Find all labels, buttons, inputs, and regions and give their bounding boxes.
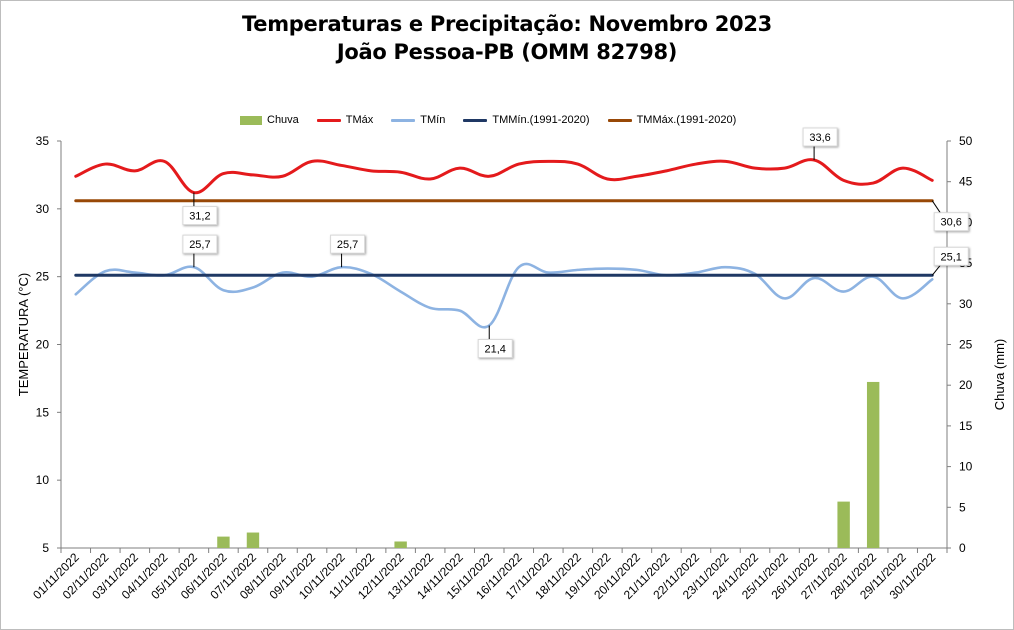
- callout-box: [182, 234, 218, 254]
- callout-label: 25,1: [941, 251, 962, 263]
- callout-label: 31,2: [189, 211, 210, 223]
- right-tick-label: 0: [959, 541, 966, 555]
- series-line-tmax: [74, 158, 934, 195]
- left-tick-label: 35: [36, 134, 50, 148]
- legend-swatch-chuva: [240, 115, 262, 125]
- bar-chuva: [217, 536, 230, 548]
- legend-item-chuva: Chuva: [240, 114, 299, 126]
- chart-title-line-2: João Pessoa-PB (OMM 82798): [336, 40, 678, 64]
- right-tick-label: 20: [959, 378, 973, 392]
- right-tick-label: 50: [959, 134, 973, 148]
- callout-leader: [931, 200, 941, 213]
- legend-label-tmax: TMáx: [345, 114, 374, 126]
- callout-label: 25,7: [189, 239, 210, 251]
- legend-swatch-tmmin: [463, 118, 488, 122]
- right-tick-label: 45: [959, 175, 973, 189]
- legend-label-chuva: Chuva: [267, 114, 299, 126]
- callout-label: 30,6: [941, 217, 962, 229]
- right-tick-label: 30: [959, 297, 973, 311]
- left-tick-label: 10: [36, 473, 50, 487]
- legend-label-tmmax: TMMáx.(1991-2020): [636, 114, 737, 126]
- callout-box: [933, 212, 969, 232]
- callout-leader: [931, 264, 941, 276]
- left-tick-label: 25: [36, 270, 50, 284]
- bar-chuva: [837, 501, 850, 548]
- right-tick-label: 15: [959, 419, 973, 433]
- left-axis-title: TEMPERATURA (°C): [16, 273, 31, 396]
- left-tick-label: 30: [36, 202, 50, 216]
- callout-box: [933, 246, 969, 266]
- legend-label-tmmin: TMMín.(1991-2020): [492, 114, 590, 126]
- callout-label: 33,6: [809, 132, 830, 144]
- legend-swatch-tmax: [316, 118, 341, 122]
- left-tick-label: 20: [36, 338, 50, 352]
- right-tick-label: 5: [959, 500, 966, 514]
- callout-label: 25,7: [337, 239, 358, 251]
- chart-legend: Chuva TMáx TMín TMMín.(1991-2020) TMMáx.…: [240, 112, 754, 128]
- right-axis-title: Chuva (mm): [992, 339, 1007, 411]
- legend-swatch-tmmax: [607, 118, 632, 122]
- callout-box: [802, 127, 838, 147]
- left-tick-label: 15: [36, 405, 50, 419]
- bar-chuva: [394, 541, 407, 548]
- callout-box: [477, 339, 513, 359]
- series-line-tmin: [74, 262, 934, 329]
- legend-item-tmmin: TMMín.(1991-2020): [463, 114, 590, 126]
- right-tick-label: 10: [959, 460, 973, 474]
- chart-title: Temperaturas e Precipitação: Novembro 20…: [0, 10, 1014, 66]
- right-tick-label: 25: [959, 338, 973, 352]
- callout-box: [330, 234, 366, 254]
- legend-item-tmmax: TMMáx.(1991-2020): [607, 114, 737, 126]
- legend-label-tmin: TMín: [420, 114, 446, 126]
- callout-box: [182, 206, 218, 226]
- chart-title-line-1: Temperaturas e Precipitação: Novembro 20…: [242, 12, 772, 36]
- callout-label: 21,4: [485, 344, 506, 356]
- legend-item-tmax: TMáx: [316, 114, 374, 126]
- bar-chuva: [246, 532, 260, 548]
- bar-chuva: [866, 381, 880, 548]
- left-tick-label: 5: [42, 541, 49, 555]
- legend-item-tmin: TMín: [391, 114, 445, 126]
- legend-swatch-tmin: [391, 118, 416, 122]
